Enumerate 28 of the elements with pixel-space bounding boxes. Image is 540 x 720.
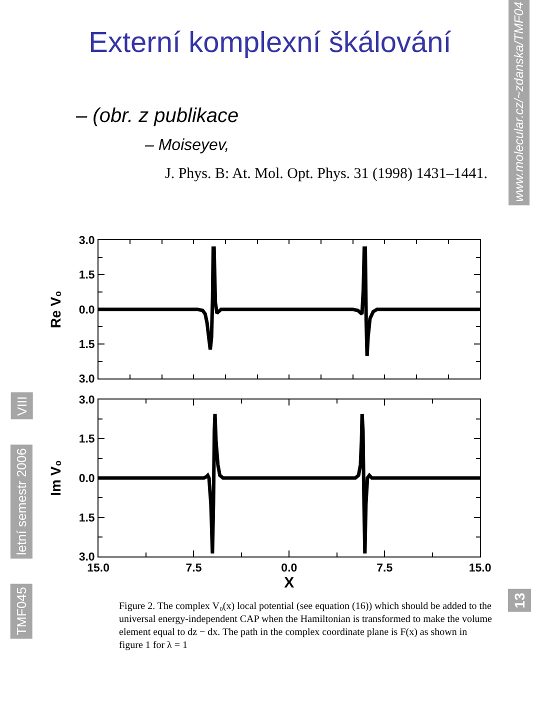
y-tick-label: 3.0 bbox=[78, 552, 95, 564]
x-tick-label: 7.5 bbox=[376, 562, 394, 575]
x-tick-label: 15.0 bbox=[468, 562, 492, 575]
y-tick-label: 3.0 bbox=[78, 394, 95, 406]
y-tick-label: 1.5 bbox=[78, 339, 96, 352]
text: – Moiseyev, bbox=[144, 137, 230, 154]
text: VIII bbox=[14, 396, 30, 416]
caption: Figure 2. The complex V₀(x) local potential (see equation (16)) which should be added to the universal energy-independent CAP when the Hamiltonian is transformed to make the volume element equal to dz − dx. The path in the complex coordinate plane is F(x) as shown in figure 1 for λ = 1 bbox=[119, 601, 493, 651]
text: 13 bbox=[511, 592, 528, 608]
x-axis-title: X bbox=[284, 574, 294, 592]
y-tick-label: 3.0 bbox=[78, 374, 95, 386]
y-tick-label: 0.0 bbox=[78, 304, 95, 316]
y-tick-label: 0.0 bbox=[78, 473, 95, 486]
text: J. Phys. B: At. Mol. Opt. Phys. 31 (1998) 1431–1441. bbox=[165, 166, 488, 182]
y-tick-label: 1.5 bbox=[78, 434, 96, 446]
y-tick-label: 1.5 bbox=[78, 512, 96, 524]
y-axis-title: Im V₀ bbox=[47, 460, 64, 496]
chart-subtitle: – (obr. z publikace bbox=[75, 105, 239, 127]
y-tick-label: 1.5 bbox=[78, 270, 96, 282]
x-tick-label: 7.5 bbox=[186, 562, 202, 575]
text: letní semestr 2006 bbox=[14, 448, 29, 556]
x-tick-label: 15.0 bbox=[87, 562, 110, 575]
text: www.molecular.cz/~zdanska/TMF04 bbox=[512, 2, 526, 202]
y-tick-label: 3.0 bbox=[78, 235, 95, 248]
x-tick-label: 0.0 bbox=[281, 562, 298, 575]
chart-title: Externí komplexní škálování bbox=[88, 27, 452, 60]
y-axis-title: Re V₀ bbox=[47, 290, 64, 328]
text: TMF045 bbox=[14, 586, 29, 636]
